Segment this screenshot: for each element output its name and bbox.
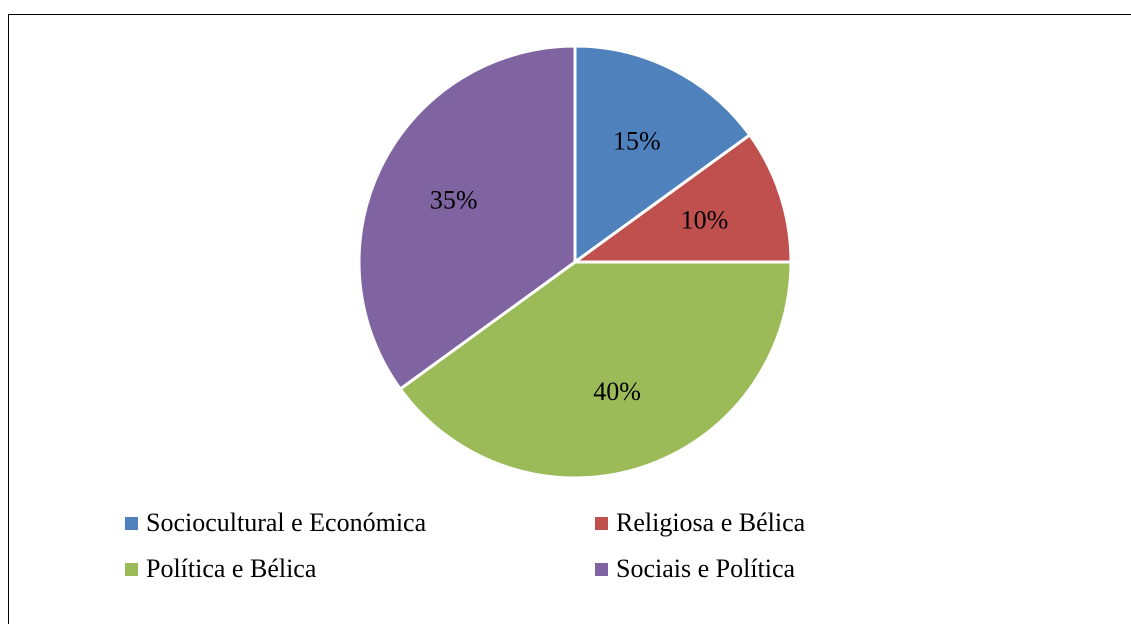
chart-frame [8, 14, 1131, 624]
legend-item-sociais: Sociais e Política [595, 554, 945, 584]
legend-label: Sociais e Política [616, 554, 796, 583]
legend-swatch [595, 516, 608, 530]
data-label-politica: 40% [593, 377, 641, 406]
legend-swatch [125, 516, 138, 530]
legend-swatch [125, 562, 138, 576]
data-label-religiosa: 10% [681, 205, 729, 234]
data-label-sociocultural: 15% [613, 126, 661, 155]
slice-religiosa [570, 132, 793, 264]
legend-label: Religiosa e Bélica [616, 508, 806, 537]
legend-label: Política e Bélica [146, 554, 317, 583]
slice-sociais [357, 44, 577, 392]
legend-swatch [595, 562, 608, 576]
legend-item-sociocultural: Sociocultural e Económica [125, 508, 595, 538]
chart-legend: Sociocultural e Económica Religiosa e Bé… [125, 508, 945, 584]
legend-label: Sociocultural e Económica [146, 508, 427, 537]
slice-sociocultural [573, 44, 752, 265]
legend-item-politica: Política e Bélica [125, 554, 595, 584]
slice-politica [398, 260, 793, 480]
legend-item-religiosa: Religiosa e Bélica [595, 508, 945, 538]
data-label-sociais: 35% [430, 186, 478, 215]
